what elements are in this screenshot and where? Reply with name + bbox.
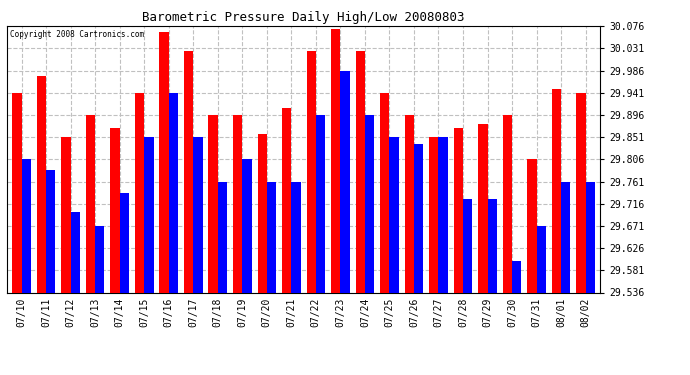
Bar xyxy=(70,211,80,292)
Bar xyxy=(242,159,252,292)
Bar xyxy=(218,182,227,292)
Bar xyxy=(257,134,267,292)
Bar xyxy=(95,226,104,292)
Bar xyxy=(463,199,472,292)
Bar xyxy=(306,51,316,292)
Bar xyxy=(537,226,546,292)
Bar xyxy=(159,32,169,292)
Bar xyxy=(478,124,488,292)
Bar xyxy=(355,51,365,292)
Bar xyxy=(169,93,178,292)
Text: Copyright 2008 Cartronics.com: Copyright 2008 Cartronics.com xyxy=(10,30,144,39)
Bar xyxy=(184,51,193,292)
Bar xyxy=(488,199,497,292)
Bar xyxy=(37,76,46,292)
Bar xyxy=(135,93,144,292)
Bar xyxy=(282,108,291,292)
Bar xyxy=(429,137,438,292)
Bar xyxy=(316,115,325,292)
Bar xyxy=(331,29,340,292)
Bar xyxy=(340,70,350,292)
Bar xyxy=(21,159,31,292)
Bar xyxy=(576,93,586,292)
Bar xyxy=(503,115,512,292)
Bar xyxy=(110,128,119,292)
Bar xyxy=(438,137,448,292)
Title: Barometric Pressure Daily High/Low 20080803: Barometric Pressure Daily High/Low 20080… xyxy=(142,11,465,24)
Bar xyxy=(61,137,70,292)
Bar xyxy=(193,137,203,292)
Bar xyxy=(291,182,301,292)
Bar xyxy=(208,115,218,292)
Bar xyxy=(414,144,423,292)
Bar xyxy=(119,193,129,292)
Bar xyxy=(46,170,55,292)
Bar xyxy=(404,115,414,292)
Bar xyxy=(86,115,95,292)
Bar xyxy=(12,93,21,292)
Bar xyxy=(233,115,242,292)
Bar xyxy=(144,137,154,292)
Bar xyxy=(512,261,522,292)
Bar xyxy=(586,182,595,292)
Bar xyxy=(380,93,389,292)
Bar xyxy=(389,137,399,292)
Bar xyxy=(365,115,374,292)
Bar xyxy=(267,182,276,292)
Bar xyxy=(527,159,537,292)
Bar xyxy=(561,182,571,292)
Bar xyxy=(453,128,463,292)
Bar xyxy=(552,89,561,292)
